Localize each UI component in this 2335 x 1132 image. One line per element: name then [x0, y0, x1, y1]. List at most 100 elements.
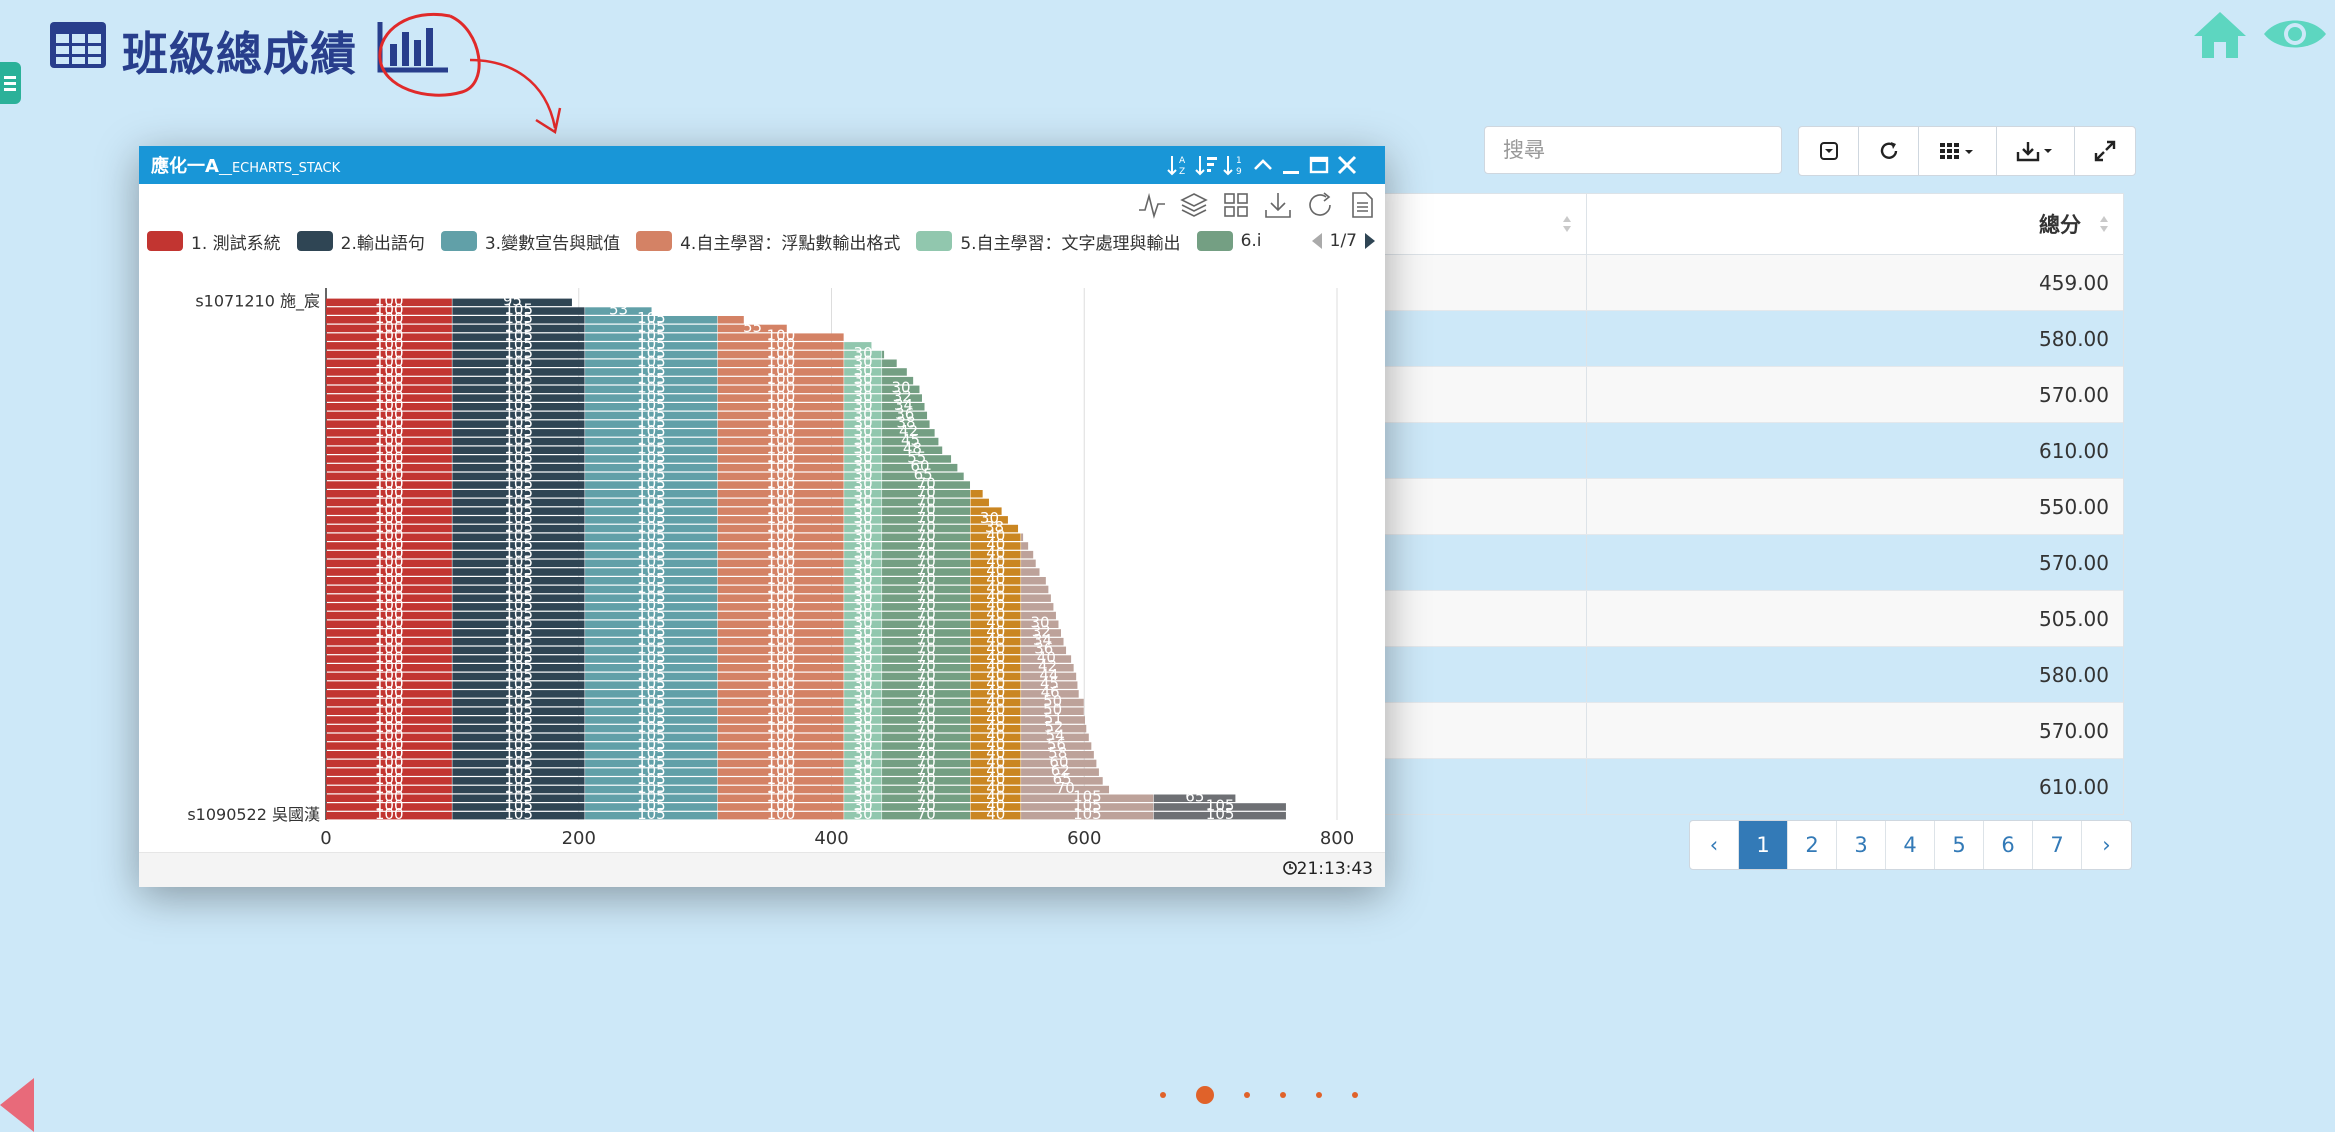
bar-segment [970, 585, 1021, 594]
bar-segment [452, 342, 585, 350]
table-row[interactable]: 570.00 [1381, 367, 2123, 423]
bar-value-label: 105 [1206, 796, 1235, 814]
menu-icon [4, 76, 16, 91]
bar-value-label: 100 [375, 553, 404, 571]
home-icon[interactable] [2190, 8, 2250, 62]
bar-value-label: 30 [854, 440, 873, 458]
bar-chart-icon[interactable] [376, 18, 452, 76]
bar-segment [882, 759, 971, 768]
slide-dot[interactable] [1160, 1092, 1166, 1098]
page-next-button[interactable]: › [2102, 833, 2111, 857]
columns-button[interactable] [1919, 127, 1997, 175]
download-icon[interactable] [1263, 190, 1293, 220]
minimize-icon[interactable] [1279, 153, 1303, 177]
bar-segment [585, 507, 718, 515]
page-prev-button[interactable]: ‹ [1690, 821, 1739, 869]
tiled-icon[interactable] [1221, 190, 1251, 220]
bar-segment [717, 759, 844, 768]
page-button-2[interactable]: 2 [1788, 821, 1837, 869]
page-button-1[interactable]: 1 [1739, 821, 1788, 869]
bar-value-label: 30 [854, 701, 873, 719]
bar-value-label: 105 [1206, 805, 1235, 823]
bar-segment [844, 785, 882, 794]
bar-segment [585, 751, 718, 759]
column-header-total[interactable]: 總分 [1587, 194, 2123, 254]
table-row[interactable]: 570.00 [1381, 535, 2123, 591]
bar-segment [844, 420, 882, 428]
eye-icon[interactable] [2262, 14, 2328, 54]
bar-segment [844, 524, 882, 533]
sidebar-toggle-button[interactable] [0, 62, 21, 104]
bar-segment [844, 368, 882, 376]
bar-value-label: 30 [854, 570, 873, 588]
slide-dot[interactable] [1316, 1092, 1322, 1098]
toggle-filter-button[interactable] [1799, 127, 1859, 175]
bar-value-label: 100 [767, 527, 796, 545]
page-button-6[interactable]: 6 [1984, 821, 2033, 869]
legend-next-icon[interactable] [1363, 232, 1377, 250]
legend-prev-icon[interactable] [1310, 232, 1324, 250]
refresh-button[interactable] [1859, 127, 1919, 175]
maximize-icon[interactable] [1307, 153, 1331, 177]
legend-item[interactable]: 1. 測試系統 [147, 229, 281, 254]
bar-value-label: 105 [504, 640, 533, 658]
restore-icon[interactable] [1305, 190, 1335, 220]
prev-slide-arrow[interactable] [0, 1078, 34, 1132]
page-button-5[interactable]: 5 [1935, 821, 1984, 869]
legend-item[interactable]: 4.自主學習：浮點數輸出格式 [636, 229, 900, 254]
table-row[interactable]: 550.00 [1381, 479, 2123, 535]
column-header-name[interactable] [1381, 194, 1587, 254]
legend-item[interactable]: 5.自主學習：文字處理與輸出 [916, 229, 1181, 254]
close-icon[interactable] [1335, 153, 1359, 177]
bar-value-label: 100 [375, 779, 404, 797]
sort-alpha-icon[interactable]: AZ [1167, 153, 1191, 177]
bar-segment [585, 498, 718, 507]
table-row[interactable]: 580.00 [1381, 311, 2123, 367]
total-cell: 505.00 [2039, 606, 2109, 631]
data-view-icon[interactable] [1347, 190, 1377, 220]
sort-numeric-icon[interactable]: 19 [1223, 153, 1247, 177]
bar-segment [882, 655, 971, 663]
bar-segment [844, 698, 882, 707]
bar-segment [1021, 742, 1092, 750]
search-input[interactable] [1484, 126, 1782, 174]
legend-item[interactable]: 2.輸出語句 [296, 229, 425, 254]
legend-item[interactable]: 3.變數宣告與賦值 [440, 229, 620, 254]
bar-value-label: 100 [375, 422, 404, 440]
fullscreen-button[interactable] [2075, 127, 2135, 175]
slide-dot-active[interactable] [1196, 1086, 1214, 1104]
page-button-4[interactable]: 4 [1886, 821, 1935, 869]
table-row[interactable]: 610.00 [1381, 423, 2123, 479]
table-row[interactable]: 505.00 [1381, 591, 2123, 647]
table-icon[interactable] [48, 20, 108, 70]
table-row[interactable]: 570.00 [1381, 703, 2123, 759]
stack-icon[interactable] [1179, 190, 1209, 220]
export-button[interactable] [1997, 127, 2075, 175]
collapse-icon[interactable] [1251, 153, 1275, 177]
line-chart-icon[interactable] [1137, 190, 1167, 220]
bar-segment [970, 724, 1021, 733]
table-row[interactable]: 610.00 [1381, 759, 2123, 814]
table-row[interactable]: 580.00 [1381, 647, 2123, 703]
bar-value-label: 30 [854, 727, 873, 745]
slide-dot[interactable] [1244, 1092, 1250, 1098]
legend-item[interactable]: 6.i [1196, 231, 1262, 251]
bar-value-label: 30 [854, 796, 873, 814]
sort-amount-icon[interactable] [1195, 153, 1219, 177]
page-button-7[interactable]: 7 [2033, 821, 2082, 869]
bar-value-label: 58 [1048, 744, 1067, 762]
table-row[interactable]: 459.00 [1381, 255, 2123, 311]
bar-value-label: 105 [637, 579, 666, 597]
bar-segment [882, 403, 925, 411]
bar-segment [585, 472, 718, 481]
bar-segment [585, 664, 718, 672]
bar-value-label: 30 [854, 596, 873, 614]
bar-value-label: 105 [504, 605, 533, 623]
bar-value-label: 30 [854, 387, 873, 405]
page-button-3[interactable]: 3 [1837, 821, 1886, 869]
bar-segment [585, 516, 718, 524]
slide-dot[interactable] [1280, 1092, 1286, 1098]
slide-dot[interactable] [1352, 1092, 1358, 1098]
bar-value-label: 100 [767, 614, 796, 632]
